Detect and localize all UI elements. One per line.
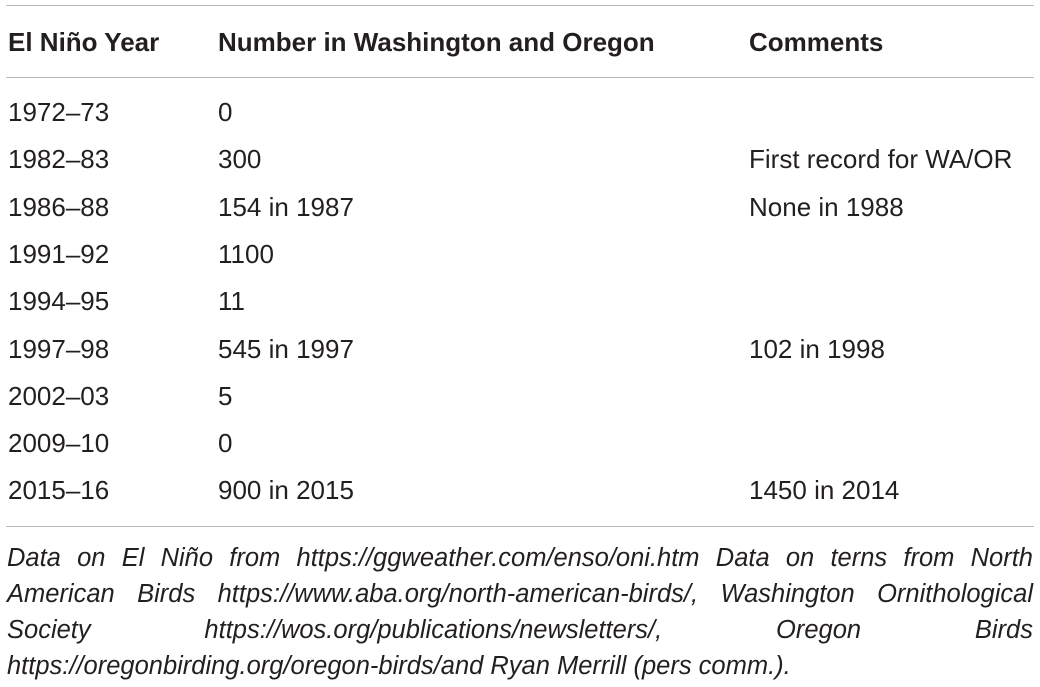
top-rule [6,5,1034,6]
table-cell: 5 [218,380,233,411]
table-cell: 1972–73 [8,97,110,127]
table-cell: 1450 in 2014 [749,475,900,506]
header-cell: Number in Washington and Oregon [218,27,655,57]
table-cell: 1991–92 [8,238,110,269]
table-cell: 1100 [218,238,274,269]
header-rule [6,77,1034,78]
table-cell: 545 in 1997 [218,333,354,364]
footnote: Data on El Niño from https://ggweather.c… [7,544,1033,680]
table-cell: 2002–03 [8,380,110,411]
table-cell: 0 [218,428,233,459]
table-cell: 2009–10 [8,428,110,459]
table-cell: 1982–83 [8,144,110,175]
table-cell: 1994–95 [8,286,110,317]
table-cell: 2015–16 [8,475,110,506]
table-cell: 11 [218,286,245,317]
table-cell: First record for WA/OR [749,144,1013,175]
table-cell: 900 in 2015 [218,475,354,506]
table-cell: None in 1988 [749,191,904,222]
table-cell: 154 in 1987 [218,191,354,222]
bottom-rule [6,526,1034,527]
header-cell: Comments [749,27,884,57]
table-cell: 102 in 1998 [749,333,885,364]
table-cell: 300 [218,144,262,175]
table-cell: 1986–88 [8,191,110,222]
header-cell: El Niño Year [8,27,160,57]
table-cell: 0 [218,97,233,127]
table-cell: 1997–98 [8,333,110,364]
